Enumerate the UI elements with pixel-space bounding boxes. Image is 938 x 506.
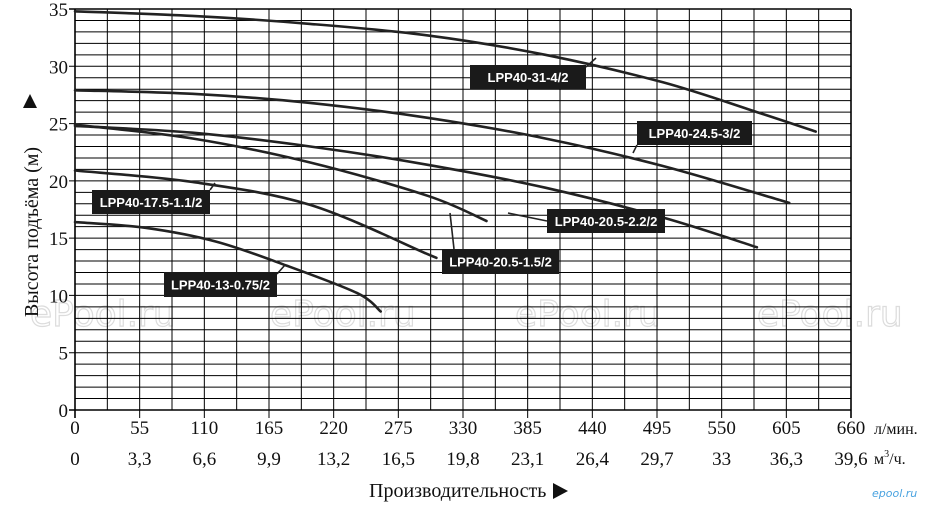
x-tick-label-secondary: 23,1 (511, 449, 544, 470)
x-tick-label-secondary: 33 (712, 449, 731, 470)
watermark-text: ePool.ru (30, 294, 176, 335)
series-label-text: LPP40-20.5-1.5/2 (449, 255, 552, 270)
axis-ticks: 0510152025303500553,31106,61659,922013,2… (49, 0, 868, 470)
series-curve (73, 220, 382, 313)
y-tick-label: 35 (49, 0, 68, 21)
y-tick-label: 10 (49, 286, 68, 307)
epool-logo: epool.ru (872, 487, 917, 500)
series-label-text: LPP40-24.5-3/2 (649, 126, 741, 141)
y-tick-label: 20 (49, 172, 68, 193)
x-tick-label-secondary: 13,2 (317, 449, 350, 470)
x-tick-label: 110 (190, 418, 218, 439)
series-curve (73, 89, 791, 205)
series-label: LPP40-17.5-1.1/2 (92, 182, 216, 214)
label-background (637, 121, 752, 145)
series-label: LPP40-20.5-2.2/2 (507, 209, 665, 233)
watermark-layer: ePool.ru ePool.ru ePool.ru ePool.ru (29, 293, 903, 335)
series-label: LPP40-31-4/2 (470, 57, 597, 89)
series-curve (73, 10, 817, 133)
x-axis-arrow-icon (553, 483, 568, 499)
label-background (92, 190, 210, 214)
y-tick-label: 0 (59, 401, 69, 422)
x-tick-label-secondary: 36,3 (770, 449, 803, 470)
x-unit-secondary: м3/ч. (874, 449, 906, 468)
x-tick-label: 550 (707, 418, 736, 439)
x-tick-label-secondary: 16,5 (382, 449, 415, 470)
x-tick-label-secondary: 39,6 (834, 449, 867, 470)
y-axis-arrow-icon (23, 94, 37, 108)
performance-curves (73, 10, 817, 313)
series-labels: LPP40-31-4/2 LPP40-24.5-3/2 LPP40-20.5-2.2… (92, 57, 752, 297)
x-tick-label: 385 (513, 418, 542, 439)
label-background (470, 65, 586, 89)
x-tick-label: 275 (384, 418, 413, 439)
series-curve (73, 169, 438, 260)
x-tick-label: 55 (130, 418, 149, 439)
y-tick-label: 15 (49, 229, 68, 250)
label-leader-line (209, 182, 216, 191)
x-tick-label-secondary: 6,6 (192, 449, 216, 470)
x-tick-label: 330 (449, 418, 478, 439)
x-tick-label-secondary: 0 (70, 449, 80, 470)
series-label-text: LPP40-31-4/2 (488, 70, 569, 85)
y-tick-label: 25 (49, 115, 68, 136)
watermark-text: ePool.ru (515, 294, 661, 335)
x-tick-label-secondary: 19,8 (446, 449, 479, 470)
label-leader-line (449, 212, 455, 250)
label-background (442, 249, 559, 274)
series-label: LPP40-13-0.75/2 (164, 264, 286, 297)
x-tick-label: 0 (70, 418, 80, 439)
x-axis-title: Производительность (369, 480, 546, 502)
label-leader-line (585, 57, 597, 68)
series-curve (73, 123, 488, 223)
series-label: LPP40-24.5-3/2 (632, 121, 752, 154)
watermark-text: ePool.ru (757, 294, 903, 335)
x-tick-label: 165 (255, 418, 284, 439)
series-label-text: LPP40-17.5-1.1/2 (100, 195, 203, 210)
series-label-text: LPP40-13-0.75/2 (171, 278, 270, 293)
x-tick-label-secondary: 29,7 (640, 449, 673, 470)
y-tick-label: 5 (59, 344, 69, 365)
label-leader-line (507, 212, 548, 222)
series-label-text: LPP40-20.5-2.2/2 (555, 214, 658, 229)
x-tick-label: 605 (772, 418, 801, 439)
x-tick-label: 495 (643, 418, 672, 439)
watermark-text: ePool.ru (270, 294, 416, 335)
x-tick-label: 660 (837, 418, 866, 439)
x-tick-label-secondary: 9,9 (257, 449, 281, 470)
x-tick-label-secondary: 26,4 (576, 449, 610, 470)
series-label: LPP40-20.5-1.5/2 (442, 212, 559, 274)
label-leader-line (632, 144, 638, 154)
label-leader-line (276, 264, 286, 275)
x-tick-label-secondary: 3,3 (128, 449, 152, 470)
x-unit-primary: л/мин. (874, 421, 918, 438)
y-tick-label: 30 (49, 57, 68, 78)
label-background (164, 272, 277, 297)
x-tick-label: 440 (578, 418, 607, 439)
label-background (547, 209, 665, 233)
x-tick-label: 220 (319, 418, 348, 439)
y-axis-title: Высота подъёма (м) (21, 147, 43, 317)
